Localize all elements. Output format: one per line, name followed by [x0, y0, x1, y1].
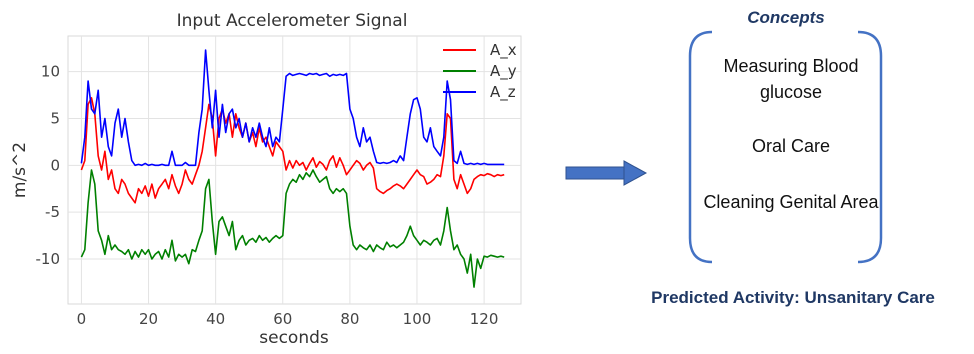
series-line-a-y	[80, 169, 505, 288]
right-arrow-icon	[565, 160, 648, 186]
y-tick-label: 5	[50, 109, 60, 127]
y-axis-label: m/s^2	[10, 142, 30, 198]
y-tick-label: -5	[45, 203, 60, 221]
concept-item-measuring-blood-glucose: Measuring Blood glucose	[723, 56, 859, 102]
concept-item-cleaning-genital-area: Cleaning Genital Area	[703, 192, 879, 212]
series-line-a-x	[80, 97, 505, 204]
x-tick-label: 20	[139, 310, 158, 328]
x-tick-label: 100	[403, 310, 432, 328]
predicted-activity: Predicted Activity: Unsanitary Care	[651, 288, 935, 307]
concepts-title: Concepts	[747, 8, 825, 27]
legend-label: A_x	[490, 41, 517, 60]
x-tick-label: 80	[340, 310, 359, 328]
series-line-a-z	[80, 49, 505, 167]
y-tick-label: 10	[41, 63, 60, 81]
x-tick-label: 40	[206, 310, 225, 328]
concepts-left-bracket	[688, 30, 713, 264]
tick-labels: 0 20 40 60 80 100 120 10 5 0 -5 -10	[36, 63, 499, 328]
chart-title: Input Accelerometer Signal	[177, 11, 408, 31]
x-tick-label: 0	[77, 310, 87, 328]
x-tick-label: 60	[273, 310, 292, 328]
concepts-right-bracket	[857, 30, 883, 264]
x-axis-label: seconds	[259, 328, 329, 348]
legend-label: A_z	[490, 83, 516, 102]
y-tick-label: -10	[36, 250, 61, 268]
legend-label: A_y	[490, 62, 517, 81]
series-lines	[80, 49, 505, 288]
y-tick-label: 0	[50, 156, 60, 174]
x-tick-label: 120	[470, 310, 499, 328]
chart-legend: A_x A_y A_z	[443, 41, 517, 102]
concept-item-oral-care: Oral Care	[751, 136, 831, 156]
